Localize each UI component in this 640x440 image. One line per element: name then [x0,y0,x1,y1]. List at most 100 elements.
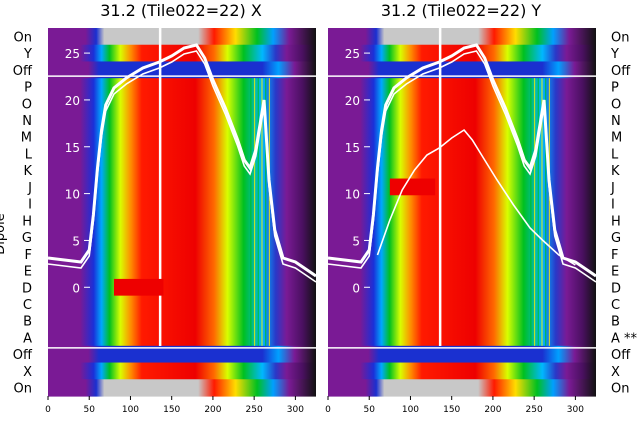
heatmap-row [328,111,596,129]
right-row-label: D [611,281,621,296]
right-row-label: E [611,265,619,280]
right-row-label: I [611,198,615,213]
heatmap-row [48,295,316,313]
heatmap-row [48,161,316,180]
heatmap-row [328,78,596,96]
bandpass-curve-inner [376,128,576,266]
heatmap-row [48,379,316,397]
heatmap-row [328,228,596,247]
left-row-label: On [14,30,32,45]
left-row-label: X [23,365,32,380]
left-row-label: H [22,214,32,229]
left-row-label: N [22,114,32,129]
left-row-label: F [25,248,32,263]
right-row-label: K [611,164,620,179]
heatmap-row [328,362,596,380]
left-row-label: P [24,81,32,96]
right-row-label: B [611,315,620,330]
left-row-label: D [22,281,32,296]
inner-ytick-label: 10 [345,188,360,202]
heatmap-row [48,362,316,380]
heatmap-row [48,61,316,79]
heatmap-row [328,128,596,146]
heatmap-row [328,195,596,213]
panel-x-title: 31.2 (Tile022=22) X [100,1,262,20]
inner-ytick-label: 0 [352,281,360,295]
left-row-label: B [23,315,32,330]
right-row-label: X [611,365,620,380]
heatmap-row [48,345,316,364]
xtick-label: 300 [567,405,584,415]
inner-ytick-label: 20 [65,94,80,108]
left-row-label: O [22,97,32,112]
left-row-label: Off [13,348,33,363]
right-row-label: On [611,382,629,397]
bandpass-curve [47,50,317,283]
heatmap-row [48,228,316,247]
inner-ytick-label: 0 [72,281,80,295]
left-row-label: M [21,131,32,146]
heatmap-row [328,94,596,113]
inner-ytick-label: 20 [345,94,360,108]
right-row-label: O [611,97,621,112]
heatmap-row [328,245,596,263]
inner-ytick-label: 25 [345,47,360,61]
inner-ytick-label: 15 [345,141,360,155]
xtick-label: 150 [163,405,180,415]
right-row-label: J [610,181,615,196]
right-row-label: F [611,248,618,263]
left-row-label: Y [23,47,32,62]
heatmap-row [328,212,596,230]
heatmap-row [48,145,316,163]
heatmap-row [328,345,596,364]
heatmap-row [328,61,596,79]
heatmap-row [328,379,596,397]
left-row-label: A [23,331,32,346]
heatmap-row [328,312,596,330]
inner-ytick-label: 15 [65,141,80,155]
heatmap-row [328,28,596,46]
bandpass-curve [327,50,597,283]
left-ylabel: Dipole [0,213,8,254]
highlight-row [113,278,164,296]
xtick-label: 100 [122,405,139,415]
panel-y-title: 31.2 (Tile022=22) Y [381,1,542,20]
heatmap-row [48,28,316,46]
xtick-label: 0 [45,405,51,415]
heatmap-row [328,278,596,297]
heatmap-row [48,128,316,146]
left-row-label: G [22,231,32,246]
heatmap-row [48,195,316,213]
right-row-label: C [611,298,620,313]
inner-ytick-label: 10 [65,188,80,202]
xtick-label: 0 [325,405,331,415]
xtick-label: 200 [484,405,501,415]
right-row-label: Y [610,47,619,62]
xtick-label: 200 [204,405,221,415]
heatmap-row [48,44,316,63]
left-row-label: I [28,198,32,213]
heatmap-row [48,262,316,280]
heatmap-row [48,329,316,347]
right-row-label: Off [611,64,631,79]
left-row-label: On [14,382,32,397]
heatmap-row [48,78,316,96]
xtick-label: 150 [443,405,460,415]
right-row-label: L [611,147,619,162]
left-row-label: E [24,265,32,280]
right-row-label: P [611,81,619,96]
right-row-label: G [611,231,621,246]
inner-ytick-label: 25 [65,47,80,61]
heatmap-row [48,94,316,113]
xtick-label: 100 [402,405,419,415]
inner-ytick-label: 5 [352,234,360,248]
inner-ytick-label: 5 [72,234,80,248]
heatmap-row [48,178,316,196]
right-row-label: Off [611,348,631,363]
heatmap-row [328,161,596,180]
xtick-label: 50 [364,405,376,415]
